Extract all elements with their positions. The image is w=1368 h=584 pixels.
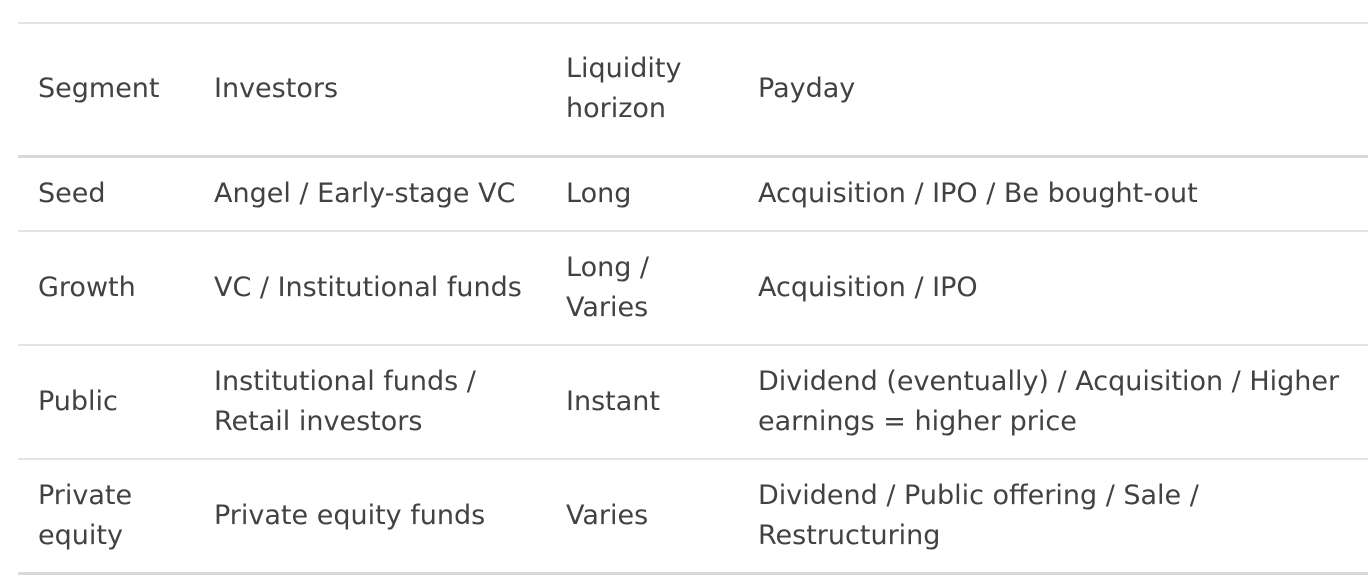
- header-liquidity-horizon: Liquidity horizon: [546, 23, 738, 158]
- table-body: Seed Angel / Early-stage VC Long Acquisi…: [18, 156, 1368, 573]
- cell-segment: Seed: [18, 156, 194, 232]
- cell-liquidity-horizon: Instant: [546, 345, 738, 460]
- header-investors: Investors: [194, 23, 546, 158]
- table-row: Private equity Private equity funds Vari…: [18, 459, 1368, 573]
- cell-liquidity-horizon: Long / Varies: [546, 231, 738, 346]
- cell-investors: Private equity funds: [214, 499, 486, 531]
- table-row: Public Institutional funds / Retail inve…: [18, 345, 1368, 460]
- cell-segment: Growth: [18, 231, 194, 346]
- table-header: Segment Investors Liquidity horizon Payd…: [18, 23, 1368, 158]
- investment-segments-table: Segment Investors Liquidity horizon Payd…: [18, 22, 1368, 575]
- cell-payday: Acquisition / IPO: [738, 231, 1368, 346]
- cell-payday: Acquisition / IPO / Be bought-out: [738, 156, 1368, 232]
- cell-liquidity-horizon: Long: [546, 156, 738, 232]
- header-row: Segment Investors Liquidity horizon Payd…: [18, 23, 1368, 158]
- cell-investors: VC / Institutional funds: [194, 231, 546, 346]
- header-payday: Payday: [738, 23, 1368, 158]
- investment-segments-table-container: Segment Investors Liquidity horizon Payd…: [18, 22, 1368, 575]
- header-segment: Segment: [18, 23, 194, 158]
- cell-segment: Public: [18, 345, 194, 460]
- cell-investors: Institutional funds / Retail investors: [194, 345, 546, 460]
- cell-liquidity-horizon: Varies: [566, 499, 649, 531]
- cell-segment: Private equity: [38, 479, 133, 551]
- cell-payday: Dividend / Public offering / Sale / Rest…: [758, 479, 1199, 551]
- table-row: Growth VC / Institutional funds Long / V…: [18, 231, 1368, 346]
- cell-investors: Angel / Early-stage VC: [194, 156, 546, 232]
- table-row: Seed Angel / Early-stage VC Long Acquisi…: [18, 156, 1368, 232]
- cell-payday: Dividend (eventually) / Acquisition / Hi…: [738, 345, 1368, 460]
